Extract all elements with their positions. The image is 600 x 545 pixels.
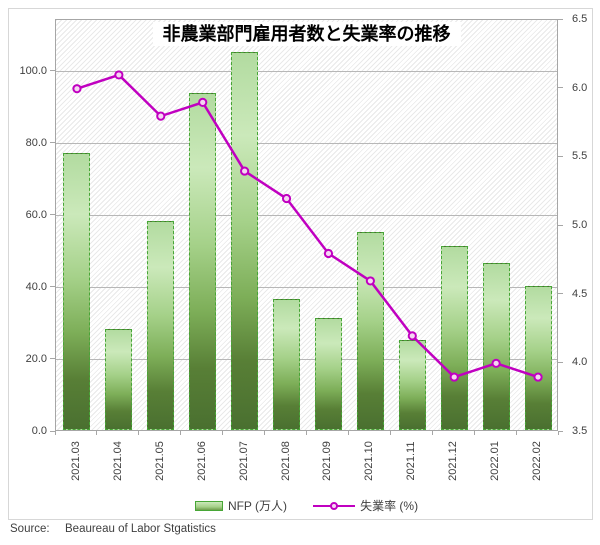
bar-2021.03 (63, 152, 91, 430)
y-right-tick-3.5 (558, 430, 563, 432)
y-left-tick-60 (50, 214, 55, 216)
y-right-label-5.5: 5.5 (572, 150, 588, 163)
marker-2021.05 (156, 111, 166, 121)
bar-2021.11 (398, 339, 426, 430)
x-label-2021.07: 2021.07 (237, 441, 250, 481)
gridline-40 (56, 287, 557, 289)
bar-2021.08 (273, 298, 301, 430)
bar-2021.10 (356, 231, 384, 430)
y-left-tick-80 (50, 142, 55, 144)
x-tick-10 (473, 431, 475, 435)
x-tick-1 (96, 431, 98, 435)
x-label-2021.09: 2021.09 (321, 441, 334, 481)
marker-2021.03 (72, 84, 82, 94)
legend-item-nfp: NFP (万人) (194, 497, 288, 514)
x-label-2021.12: 2021.12 (447, 441, 460, 481)
x-label-2022.01: 2022.01 (489, 441, 502, 481)
y-right-label-6.5: 6.5 (572, 13, 588, 25)
source-text: Beaureau of Labor Stgatistics (65, 523, 216, 535)
x-label-2021.05: 2021.05 (153, 441, 166, 481)
x-tick-5 (264, 431, 266, 435)
gridline-20 (56, 359, 557, 361)
marker-2021.06 (198, 97, 208, 108)
y-left-tick-100 (50, 70, 55, 72)
marker-2021.04 (114, 70, 124, 80)
marker-2021.09 (323, 248, 334, 259)
legend-label-nfp: NFP (万人) (227, 499, 288, 513)
y-left-label-20.0: 20.0 (25, 352, 47, 365)
gridline-100 (56, 71, 557, 73)
unemployment-line (76, 73, 539, 379)
y-right-label-5.0: 5.0 (572, 219, 588, 231)
bar-2022.01 (482, 262, 510, 430)
x-label-2021.06: 2021.06 (195, 441, 208, 481)
marker-2021.07 (240, 166, 250, 176)
marker-2022.02 (533, 372, 543, 382)
y-right-tick-4 (558, 361, 563, 363)
bar-2021.06 (189, 93, 217, 430)
bar-2021.07 (231, 51, 259, 430)
x-label-2021.04: 2021.04 (111, 441, 124, 481)
y-right-tick-5.5 (558, 155, 563, 157)
source-label: Source: (10, 523, 50, 535)
y-right-label-3.5: 3.5 (572, 425, 588, 437)
unemployment-line-layer (72, 70, 543, 382)
legend-item-unemployment: 失業率 (%) (313, 497, 418, 514)
chart-frame: 0.0 20.0 40.0 60.0 80.0 100.0 3.5 4.0 4.5 5.0 5.5 6… (8, 8, 593, 520)
y-right-label-6.0: 6.0 (572, 81, 588, 94)
unemployment-line-swatch-icon (313, 501, 356, 510)
y-right-label-4.0: 4.0 (572, 356, 588, 369)
bar-2021.04 (105, 329, 133, 430)
x-label-2021.11: 2021.11 (405, 441, 418, 481)
marker-2021.10 (365, 276, 375, 286)
y-left-tick-20 (50, 358, 55, 360)
x-tick-12 (557, 431, 559, 435)
y-left-label-100.0: 100.0 (19, 64, 47, 77)
marker-2022.01 (491, 358, 501, 368)
marker-2021.12 (449, 372, 459, 382)
nfp-bar-swatch-icon (194, 500, 223, 511)
y-right-tick-4.5 (558, 293, 563, 295)
x-tick-9 (431, 431, 433, 435)
y-left-label-0.0: 0.0 (31, 425, 47, 437)
bar-2021.09 (314, 318, 342, 430)
marker-2021.08 (281, 193, 292, 204)
x-tick-7 (347, 431, 349, 435)
bar-2022.02 (524, 285, 552, 430)
y-right-tick-6 (558, 87, 563, 89)
x-tick-6 (306, 431, 307, 435)
y-left-label-60.0: 60.0 (25, 208, 47, 221)
marker-2021.11 (407, 331, 417, 341)
legend-label-unemployment: 失業率 (%) (360, 499, 419, 513)
plot-area (55, 19, 558, 431)
bar-2021.12 (440, 246, 468, 430)
legend: NFP (万人) 失業率 (%) (55, 497, 558, 514)
bar-2021.05 (147, 221, 175, 430)
x-label-2021.03: 2021.03 (69, 441, 82, 481)
x-tick-8 (389, 431, 391, 435)
x-label-2021.08: 2021.08 (279, 441, 292, 481)
y-left-tick-40 (50, 286, 55, 288)
gridline-60 (56, 215, 557, 217)
x-tick-0 (54, 431, 56, 435)
x-tick-4 (222, 431, 224, 435)
x-label-2021.10: 2021.10 (363, 441, 376, 481)
gridline-80 (56, 143, 557, 145)
y-left-tick-0 (50, 430, 55, 432)
x-label-2022.02: 2022.02 (531, 441, 544, 481)
x-tick-2 (138, 431, 140, 435)
y-right-label-4.5: 4.5 (572, 287, 588, 300)
x-tick-11 (515, 431, 517, 435)
y-left-label-40.0: 40.0 (25, 280, 47, 293)
source-row: Source: Beaureau of Labor Stgatistics (0, 523, 600, 541)
y-right-tick-5 (558, 224, 563, 226)
y-left-label-80.0: 80.0 (25, 136, 47, 149)
y-right-tick-6.5 (558, 18, 563, 20)
x-tick-3 (180, 431, 182, 435)
